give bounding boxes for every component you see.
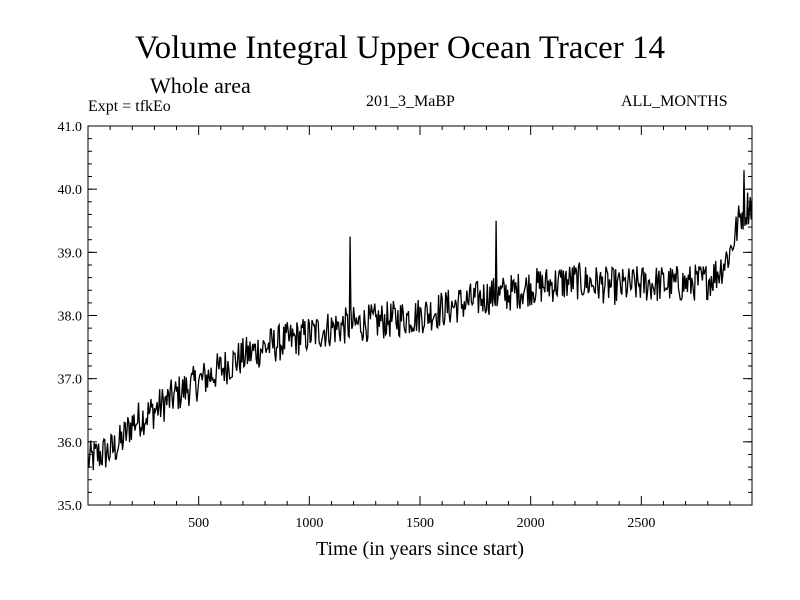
plot-area — [87, 170, 753, 471]
x-tick-label: 1500 — [406, 516, 434, 531]
chart-title: Volume Integral Upper Ocean Tracer 14 — [135, 30, 665, 66]
y-tick-label: 37.0 — [58, 373, 83, 388]
plot-frame — [87, 125, 753, 506]
series-line — [87, 170, 753, 471]
experiment-label: Expt = tfkEo — [88, 98, 171, 115]
y-tick-label: 35.0 — [58, 499, 83, 514]
x-tick-label: 2500 — [627, 516, 655, 531]
y-tick-label: 38.0 — [58, 310, 83, 325]
y-tick-label: 40.0 — [58, 183, 83, 198]
x-tick-label: 2000 — [517, 516, 545, 531]
y-tick-label: 36.0 — [58, 436, 83, 451]
tick-labels: 35.0 36.0 37.0 38.0 39.0 40.0 41.0 500 1000 1500 2… — [58, 120, 656, 531]
y-tick-label: 39.0 — [58, 246, 83, 261]
run-label: 201_3_MaBP — [366, 93, 455, 110]
x-axis-label: Time (in years since start) — [315, 538, 525, 560]
y-tick-label: 41.0 — [58, 120, 83, 135]
x-tick-label: 1000 — [295, 516, 323, 531]
chart-subtitle: Whole area — [150, 73, 251, 98]
x-tick-label: 500 — [188, 516, 209, 531]
months-label: ALL_MONTHS — [621, 93, 728, 110]
